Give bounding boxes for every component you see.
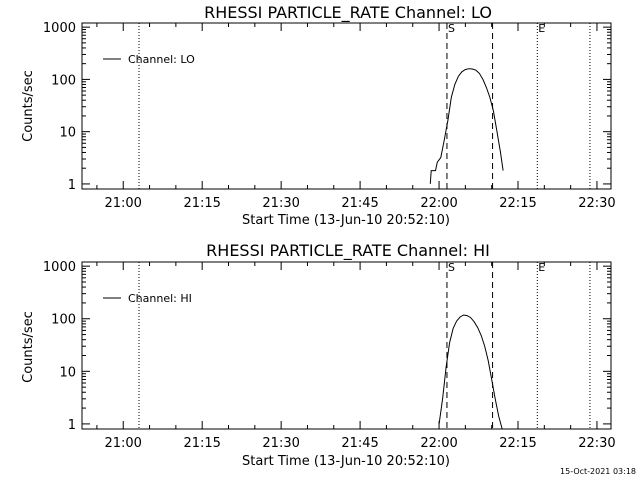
x-tick-label: 21:00 — [104, 436, 141, 451]
y-tick-label: 10 — [59, 126, 76, 141]
y-axis-label-hi: Counts/sec — [21, 311, 36, 383]
legend-lo: Channel: LO — [103, 53, 195, 66]
y-tick-label: 1 — [68, 178, 76, 193]
y-axis-ticks-hi: 1 10 100 1000 — [43, 260, 611, 433]
footer-timestamp: 15-Oct-2021 03:18 — [560, 467, 636, 476]
x-axis-ticks-lo: 21:00 21:15 21:30 21:45 22:00 22:15 22:30 — [96, 23, 616, 211]
x-tick-label: 21:45 — [341, 436, 378, 451]
x-tick-label: 21:15 — [183, 436, 220, 451]
x-axis-label-hi: Start Time (13-Jun-10 20:52:10) — [242, 454, 450, 469]
legend-hi: Channel: HI — [103, 292, 192, 305]
y-tick-label: 100 — [51, 73, 76, 88]
time-marker-label: S — [448, 22, 455, 35]
x-tick-label: 22:30 — [578, 196, 615, 211]
y-tick-label: 10 — [59, 365, 76, 380]
chart-panel-hi: RHESSI PARTICLE_RATE Channel: HI 1101001… — [21, 241, 616, 469]
x-tick-label: 21:30 — [262, 436, 299, 451]
y-tick-label: 1 — [68, 418, 76, 433]
x-tick-label: 21:00 — [104, 196, 141, 211]
x-axis-ticks-hi: 21:00 21:15 21:30 21:45 22:00 22:15 22:30 — [96, 262, 616, 451]
x-tick-label: 21:45 — [341, 196, 378, 211]
legend-label-hi: Channel: HI — [128, 292, 192, 305]
plot-frame-hi — [81, 261, 612, 430]
x-tick-label: 21:30 — [262, 196, 299, 211]
x-tick-label: 22:15 — [499, 436, 536, 451]
x-tick-label: 21:15 — [183, 196, 220, 211]
y-tick-label: 1000 — [43, 21, 76, 36]
x-tick-label: 22:15 — [499, 196, 536, 211]
time-marker-label: E — [538, 22, 545, 35]
chart-title-lo: RHESSI PARTICLE_RATE Channel: LO — [204, 3, 492, 23]
x-tick-label: 22:00 — [420, 436, 457, 451]
x-axis-label-lo: Start Time (13-Jun-10 20:52:10) — [242, 213, 450, 228]
x-tick-label: 22:00 — [420, 196, 457, 211]
plot-frame-lo — [81, 22, 612, 190]
chart-title-hi: RHESSI PARTICLE_RATE Channel: HI — [206, 241, 490, 261]
y-axis-label-lo: Counts/sec — [21, 70, 36, 142]
legend-label-lo: Channel: LO — [128, 53, 195, 66]
series-line-lo — [429, 68, 504, 184]
chart-panel-lo: RHESSI PARTICLE_RATE Channel: LO 1101001… — [21, 3, 616, 228]
series-line-hi — [438, 314, 503, 430]
x-tick-label: 22:30 — [578, 436, 615, 451]
time-marker-label: E — [538, 261, 545, 274]
y-axis-ticks-lo: 1 10 100 1000 — [43, 21, 611, 193]
time-marker-label: S — [448, 261, 455, 274]
y-tick-label: 1000 — [43, 260, 76, 275]
y-tick-label: 100 — [51, 313, 76, 328]
